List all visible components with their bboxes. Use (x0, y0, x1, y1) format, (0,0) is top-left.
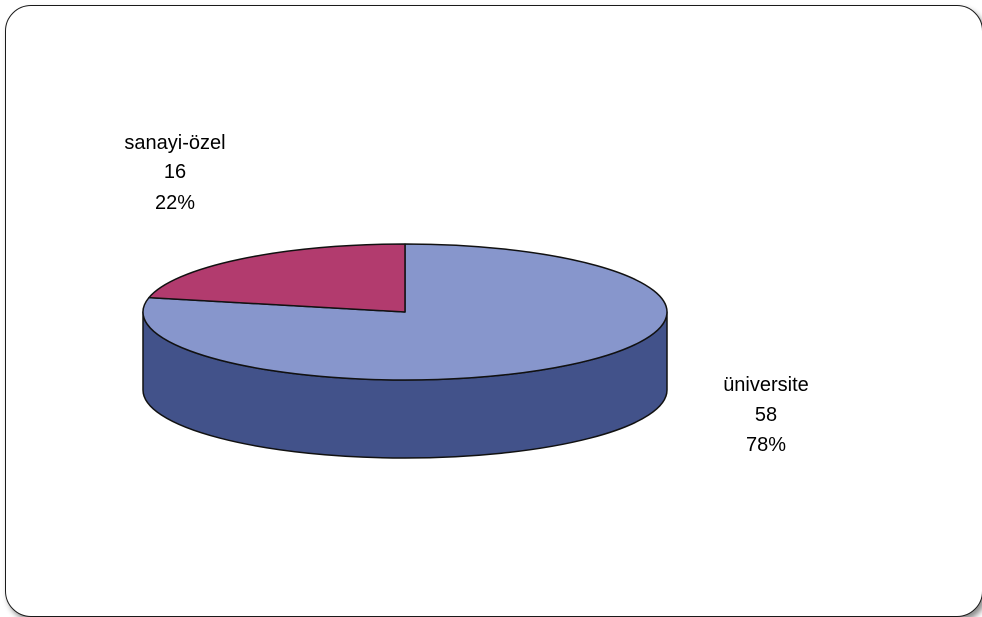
label-universite-name: üniversite (723, 374, 809, 396)
pie-slice-üniversite (142, 243, 668, 381)
label-sanayi-ozel-value: 16 (164, 161, 186, 183)
label-universite-value: 58 (755, 404, 777, 426)
label-sanayi-ozel-name: sanayi-özel (124, 132, 225, 154)
pie-slice-sanayi-özel (148, 243, 406, 313)
label-universite: üniversite 58 78% (723, 374, 809, 456)
label-sanayi-ozel: sanayi-özel 16 22% (124, 132, 225, 214)
pie-tops (142, 243, 668, 381)
label-universite-percent: 78% (746, 434, 786, 456)
label-sanayi-ozel-percent: 22% (155, 192, 195, 214)
